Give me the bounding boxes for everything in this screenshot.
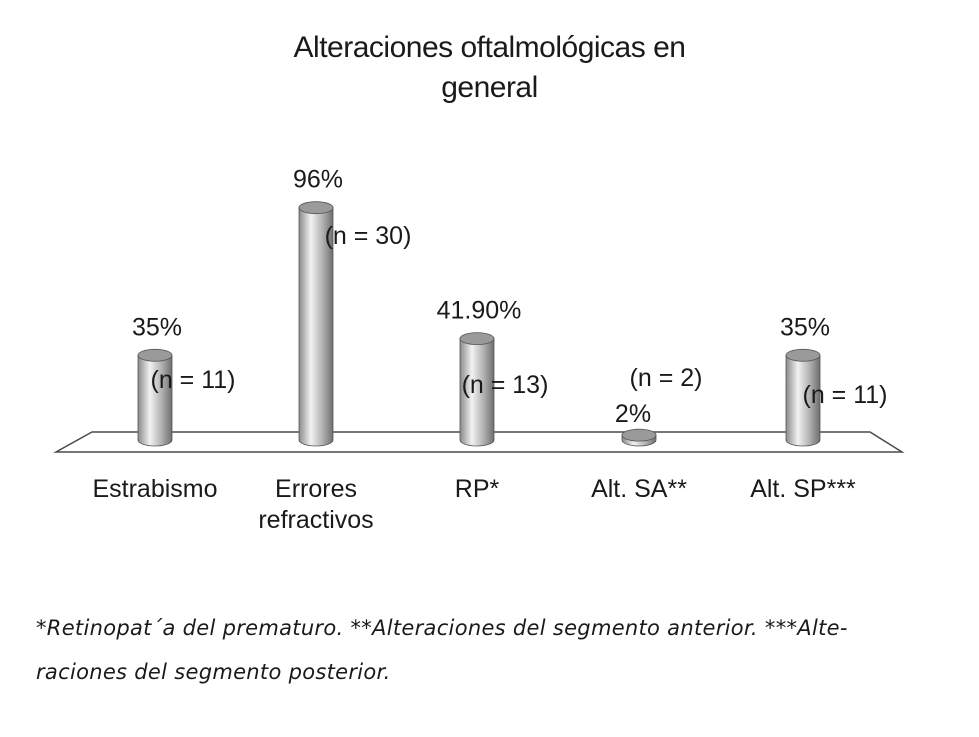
bar-4 <box>785 348 821 447</box>
bar-top <box>298 201 334 215</box>
labels-layer: 35% (n = 11) Estrabismo 96% (n = 30) Errores r… <box>92 166 887 534</box>
bar-top <box>137 348 173 362</box>
n-label: (n = 11) <box>151 366 236 394</box>
n-label: (n = 11) <box>803 381 888 409</box>
value-label: 2% <box>615 400 651 428</box>
n-label: (n = 30) <box>325 222 412 250</box>
value-label: 41.90% <box>437 297 522 325</box>
value-label: 96% <box>293 166 343 194</box>
bars-layer <box>137 201 821 447</box>
category-label: Estrabismo <box>92 475 217 503</box>
bar-body <box>298 207 334 447</box>
category-label: Alt. SP*** <box>750 475 856 503</box>
category-label: Alt. SA** <box>591 475 687 503</box>
bar-body <box>137 354 173 447</box>
value-label: 35% <box>780 313 830 341</box>
category-label: RP* <box>455 475 500 503</box>
bar-top <box>459 332 495 346</box>
bar-2 <box>459 332 495 447</box>
bar-body <box>459 338 495 447</box>
footnote: *Retinopat´a del prematuro. **Alteracion… <box>36 616 848 684</box>
bar-1 <box>298 201 334 447</box>
value-label: 35% <box>132 313 182 341</box>
n-label: (n = 13) <box>462 371 549 399</box>
bar-3 <box>621 428 657 447</box>
bar-top <box>785 348 821 362</box>
bar-top <box>621 428 657 442</box>
bar-body <box>785 354 821 447</box>
bar-0 <box>137 348 173 447</box>
category-label: Errores refractivos <box>258 475 373 534</box>
n-label: (n = 2) <box>630 364 703 392</box>
chart-title: Alteraciones oftalmológicas en general <box>293 31 686 104</box>
